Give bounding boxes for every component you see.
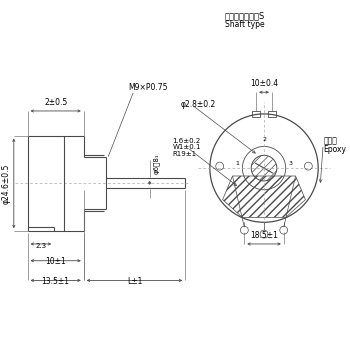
Text: φ24.6±0.5: φ24.6±0.5 xyxy=(1,163,10,204)
Text: 接着剤: 接着剤 xyxy=(323,136,337,145)
Text: 2±0.5: 2±0.5 xyxy=(44,98,67,107)
Bar xyxy=(268,111,276,117)
Text: 10±1: 10±1 xyxy=(45,257,66,266)
Text: 13.5±1: 13.5±1 xyxy=(42,277,70,286)
Text: L±1: L±1 xyxy=(127,277,142,286)
Text: 1.6±0.2: 1.6±0.2 xyxy=(173,138,201,144)
Text: 1: 1 xyxy=(236,161,239,166)
Text: 3: 3 xyxy=(289,161,293,166)
Text: M9×P0.75: M9×P0.75 xyxy=(128,83,168,92)
Text: φ2.8±0.2: φ2.8±0.2 xyxy=(180,99,216,108)
Text: 2: 2 xyxy=(262,137,266,142)
Text: Epoxy: Epoxy xyxy=(323,145,346,154)
Text: W1±0.1: W1±0.1 xyxy=(173,145,201,150)
Text: φ6－8₁: φ6－8₁ xyxy=(153,154,159,175)
Text: 2.3: 2.3 xyxy=(35,243,47,249)
Text: シャフト形状：S: シャフト形状：S xyxy=(225,11,265,20)
Text: Shaft type: Shaft type xyxy=(225,20,264,29)
Text: 10±0.4: 10±0.4 xyxy=(250,79,278,88)
Polygon shape xyxy=(223,176,306,217)
Text: 18.5±1: 18.5±1 xyxy=(250,231,278,240)
Bar xyxy=(252,111,260,117)
Text: R19±1: R19±1 xyxy=(173,151,197,157)
